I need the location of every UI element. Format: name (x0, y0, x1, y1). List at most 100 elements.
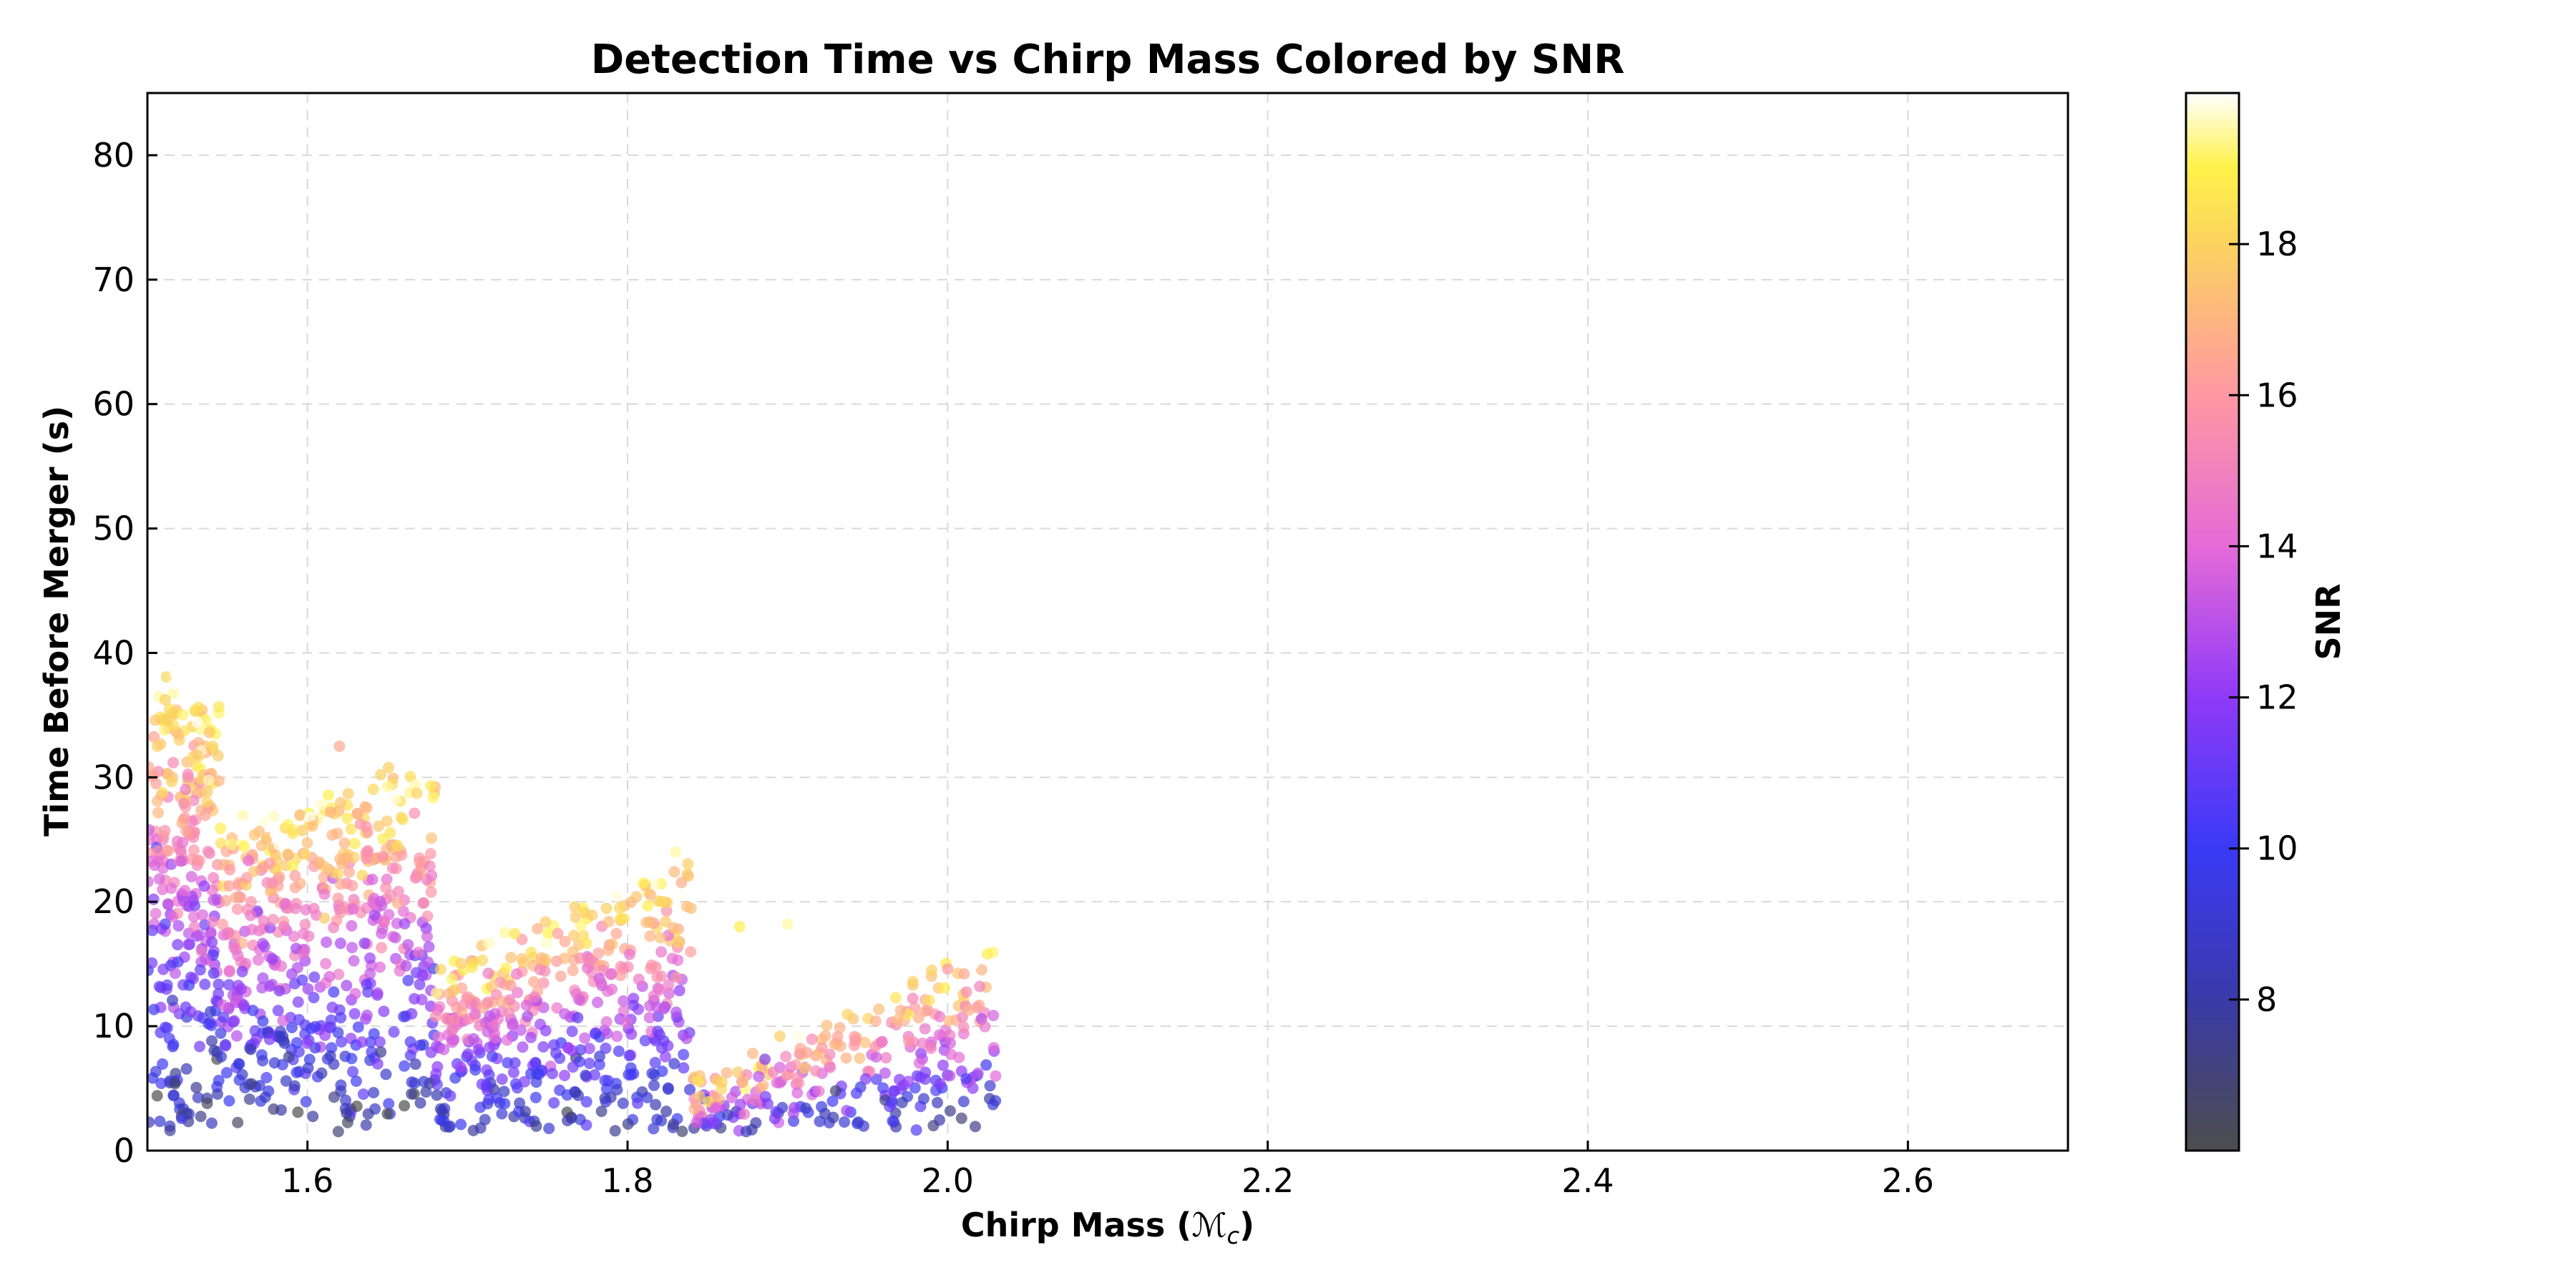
scatter-point (360, 852, 372, 864)
scatter-point (332, 1126, 344, 1138)
scatter-point (601, 1028, 613, 1040)
scatter-point (245, 1078, 258, 1090)
scatter-point (292, 996, 304, 1008)
scatter-point (343, 866, 355, 878)
scatter-point (423, 941, 435, 953)
scatter-point (738, 1108, 751, 1120)
scatter-point (522, 1010, 534, 1023)
scatter-point (507, 1066, 519, 1078)
scatter-point (580, 1096, 592, 1108)
scatter-point (643, 1012, 655, 1024)
scatter-point (771, 1077, 783, 1088)
scatter-point (800, 1102, 812, 1114)
scatter-point (406, 1088, 418, 1100)
scatter-point (294, 809, 306, 821)
scatter-point (282, 819, 294, 831)
scatter-point (512, 1082, 523, 1094)
scatter-point (380, 1068, 392, 1080)
scatter-point (409, 807, 421, 819)
scatter-point (213, 978, 225, 990)
scatter-point (335, 1012, 347, 1024)
scatter-point (190, 1081, 203, 1093)
scatter-point (472, 1043, 484, 1055)
scatter-point (306, 820, 318, 832)
scatter-point (177, 797, 190, 809)
x-axis-ticks: 1.6 1.8 2.0 2.2 2.4 2.6 (281, 1141, 1934, 1200)
scatter-point (691, 1098, 703, 1111)
scatter-point (528, 976, 540, 988)
scatter-point (238, 840, 250, 852)
colorbar-tick-label: 18 (2256, 225, 2298, 263)
scatter-point (574, 952, 586, 964)
scatter-point (595, 977, 607, 989)
scatter-point (183, 979, 195, 991)
scatter-point (159, 713, 171, 725)
scatter-point (613, 1045, 625, 1058)
scatter-point (316, 1067, 328, 1079)
scatter-point (548, 1097, 560, 1109)
scatter-point (461, 992, 473, 1005)
scatter-point (970, 1121, 981, 1133)
scatter-point (813, 1085, 825, 1097)
scatter-point (208, 967, 220, 980)
scatter-point (431, 1089, 443, 1101)
scatter-point (819, 1108, 831, 1120)
scatter-point (286, 1022, 298, 1033)
scatter-point (383, 1098, 395, 1110)
scatter-point (958, 968, 970, 980)
scatter-point (377, 851, 389, 863)
x-tick-label: 1.6 (281, 1161, 333, 1200)
scatter-point (678, 1048, 690, 1060)
scatter-point (774, 1030, 786, 1043)
scatter-point (160, 671, 172, 683)
scatter-point (494, 977, 507, 988)
scatter-point (194, 964, 206, 976)
scatter-point (902, 1075, 914, 1088)
scatter-point (585, 954, 597, 966)
scatter-point (600, 1043, 612, 1054)
scatter-point (495, 995, 507, 1008)
scatter-point (593, 1058, 605, 1070)
scatter-point (169, 967, 181, 980)
scatter-point (154, 1116, 166, 1128)
scatter-point (277, 1015, 289, 1027)
scatter-point (238, 1000, 250, 1011)
scatter-point (889, 992, 902, 1004)
scatter-point (376, 942, 388, 954)
scatter-point (622, 1118, 634, 1130)
scatter-point (346, 919, 358, 932)
scatter-point (583, 1058, 595, 1070)
scatter-point (386, 862, 399, 874)
scatter-point (182, 771, 194, 784)
scatter-point (418, 1075, 430, 1088)
scatter-point (638, 877, 650, 889)
scatter-point (391, 897, 404, 909)
scatter-point (201, 786, 213, 798)
scatter-point (682, 870, 694, 882)
scatter-point (293, 1045, 305, 1058)
scatter-point (358, 937, 371, 950)
scatter-point (293, 1014, 305, 1025)
scatter-point (332, 868, 344, 880)
scatter-point (469, 1008, 481, 1020)
scatter-point (223, 1095, 235, 1107)
scatter-point (149, 714, 161, 726)
scatter-point (799, 1062, 811, 1074)
scatter-point (213, 987, 225, 1000)
scatter-point (172, 939, 184, 951)
scatter-point (648, 1123, 660, 1135)
scatter-point (333, 968, 345, 980)
scatter-point (953, 1051, 965, 1063)
scatter-point (230, 892, 242, 904)
scatter-point (431, 1060, 444, 1073)
scatter-point (243, 1093, 255, 1106)
scatter-point (444, 1120, 456, 1132)
scatter-point (414, 852, 426, 864)
scatter-point (839, 1116, 850, 1128)
scatter-point (438, 1043, 450, 1055)
scatter-point (642, 899, 654, 912)
scatter-point (381, 1108, 394, 1120)
scatter-point (633, 973, 645, 985)
scatter-point (684, 1083, 696, 1096)
